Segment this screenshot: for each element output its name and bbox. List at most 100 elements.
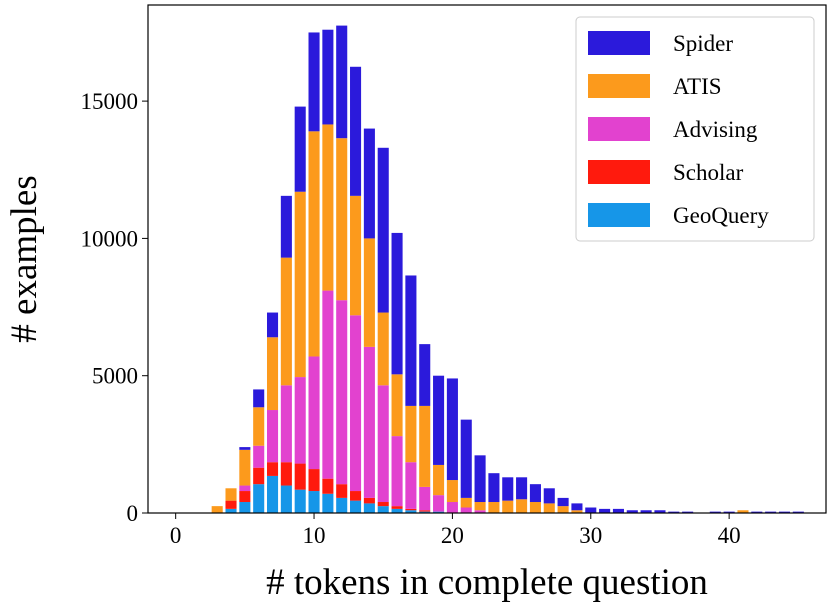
bar-advising-x18: [419, 486, 431, 511]
bar-atis-x16: [391, 374, 403, 437]
bar-atis-x10: [308, 131, 320, 357]
bar-atis-x7: [266, 337, 279, 411]
y-tick-label: 15000: [81, 89, 139, 114]
bar-spider-x18: [419, 344, 431, 406]
bar-advising-x11: [322, 290, 334, 479]
bar-advising-x20: [446, 502, 458, 513]
bar-geoquery-x19: [433, 511, 445, 513]
bar-spider-x23: [488, 473, 500, 503]
legend-frame: [575, 16, 815, 242]
bar-scholar-x12: [336, 484, 348, 498]
bar-advising-x17: [405, 462, 417, 509]
bar-scholar-x6: [253, 467, 265, 485]
bar-scholar-x9: [294, 463, 306, 490]
bar-atis-x4: [225, 488, 237, 501]
bar-spider-x17: [405, 275, 417, 406]
bar-spider-x15: [377, 147, 389, 313]
bar-spider-x6: [253, 389, 265, 408]
bar-spider-x30: [585, 507, 597, 513]
bar-scholar-x17: [405, 508, 417, 511]
bar-spider-x33: [626, 510, 638, 513]
bar-geoquery-x18: [419, 511, 431, 513]
bar-atis-x14: [363, 238, 375, 347]
bar-advising-x19: [433, 495, 445, 512]
bar-geoquery-x16: [391, 508, 403, 513]
y-tick-label: 10000: [81, 226, 139, 251]
bar-atis-x13: [350, 195, 362, 316]
bar-geoquery-x6: [253, 484, 265, 513]
bar-spider-x31: [599, 508, 611, 513]
bar-scholar-x10: [308, 469, 320, 492]
bar-geoquery-x4: [225, 508, 237, 513]
bar-spider-x14: [363, 128, 375, 239]
y-axis-ticks: 0 5000 10000 15000: [81, 89, 148, 526]
bar-atis-x11: [322, 124, 334, 291]
bar-spider-x22: [474, 455, 486, 503]
bar-atis-x24: [502, 500, 514, 513]
bar-atis-x25: [516, 499, 528, 513]
bar-geoquery-x13: [350, 500, 362, 513]
bar-advising-x16: [391, 436, 403, 507]
bar-atis-x18: [419, 405, 431, 487]
bar-scholar-x5: [239, 491, 251, 503]
bar-spider-x37: [682, 511, 694, 513]
bar-spider-x25: [516, 477, 528, 500]
x-tick-label: 0: [170, 523, 182, 548]
bar-geoquery-x14: [363, 503, 375, 513]
bar-scholar-x18: [419, 510, 431, 512]
bar-spider-x39: [709, 511, 721, 513]
bar-spider-x29: [571, 503, 583, 511]
bar-advising-x13: [350, 315, 362, 492]
bar-spider-x44: [778, 511, 791, 513]
legend-label-spider: Spider: [673, 31, 733, 56]
legend-swatch-atis: [588, 74, 650, 98]
bar-advising-x9: [294, 377, 306, 464]
bar-geoquery-x7: [266, 475, 279, 513]
bar-scholar-x13: [350, 491, 362, 501]
bar-advising-x21: [460, 507, 472, 513]
bar-atis-x15: [377, 312, 389, 386]
bar-spider-x42: [751, 511, 763, 513]
legend-swatch-geoquery: [588, 203, 650, 227]
legend: Spider ATIS Advising Scholar GeoQuery: [575, 16, 815, 242]
x-axis-title: # tokens in complete question: [266, 562, 708, 603]
bar-advising-x6: [253, 445, 265, 468]
bar-spider-x21: [460, 419, 472, 498]
bar-spider-x28: [557, 497, 569, 507]
bar-spider-x24: [502, 477, 514, 501]
bar-spider-x9: [294, 106, 306, 192]
bar-spider-x45: [792, 511, 804, 513]
bar-geoquery-x12: [336, 497, 348, 513]
bar-scholar-x14: [363, 497, 375, 504]
bar-atis-x22: [474, 502, 486, 511]
bar-atis-x26: [529, 502, 541, 513]
bar-atis-x29: [571, 510, 583, 513]
bar-spider-x16: [391, 232, 403, 375]
legend-swatch-spider: [588, 31, 650, 55]
bar-scholar-x4: [225, 500, 237, 509]
bar-atis-x12: [336, 138, 348, 301]
bar-scholar-x7: [266, 462, 279, 476]
bar-advising-x22: [474, 510, 486, 513]
bar-spider-x36: [668, 511, 680, 513]
legend-label-scholar: Scholar: [673, 160, 744, 185]
bar-geoquery-x11: [322, 493, 334, 513]
bar-spider-x19: [433, 375, 445, 465]
bar-spider-x26: [529, 484, 541, 503]
bar-spider-x12: [336, 25, 348, 139]
bar-scholar-x11: [322, 478, 334, 494]
legend-swatch-scholar: [588, 160, 650, 184]
bar-geoquery-x15: [377, 506, 389, 513]
bar-scholar-x16: [391, 506, 403, 509]
bar-atis-x27: [543, 503, 555, 513]
bar-spider-x10: [308, 32, 320, 132]
bar-advising-x7: [266, 410, 279, 463]
x-tick-label: 20: [441, 523, 464, 548]
bar-advising-x10: [308, 356, 320, 470]
y-axis-title: # examples: [4, 175, 45, 342]
plot-frame: [147, 4, 827, 514]
y-tick-label: 5000: [92, 364, 138, 389]
bar-advising-x14: [363, 346, 375, 498]
bar-advising-x8: [280, 385, 292, 463]
